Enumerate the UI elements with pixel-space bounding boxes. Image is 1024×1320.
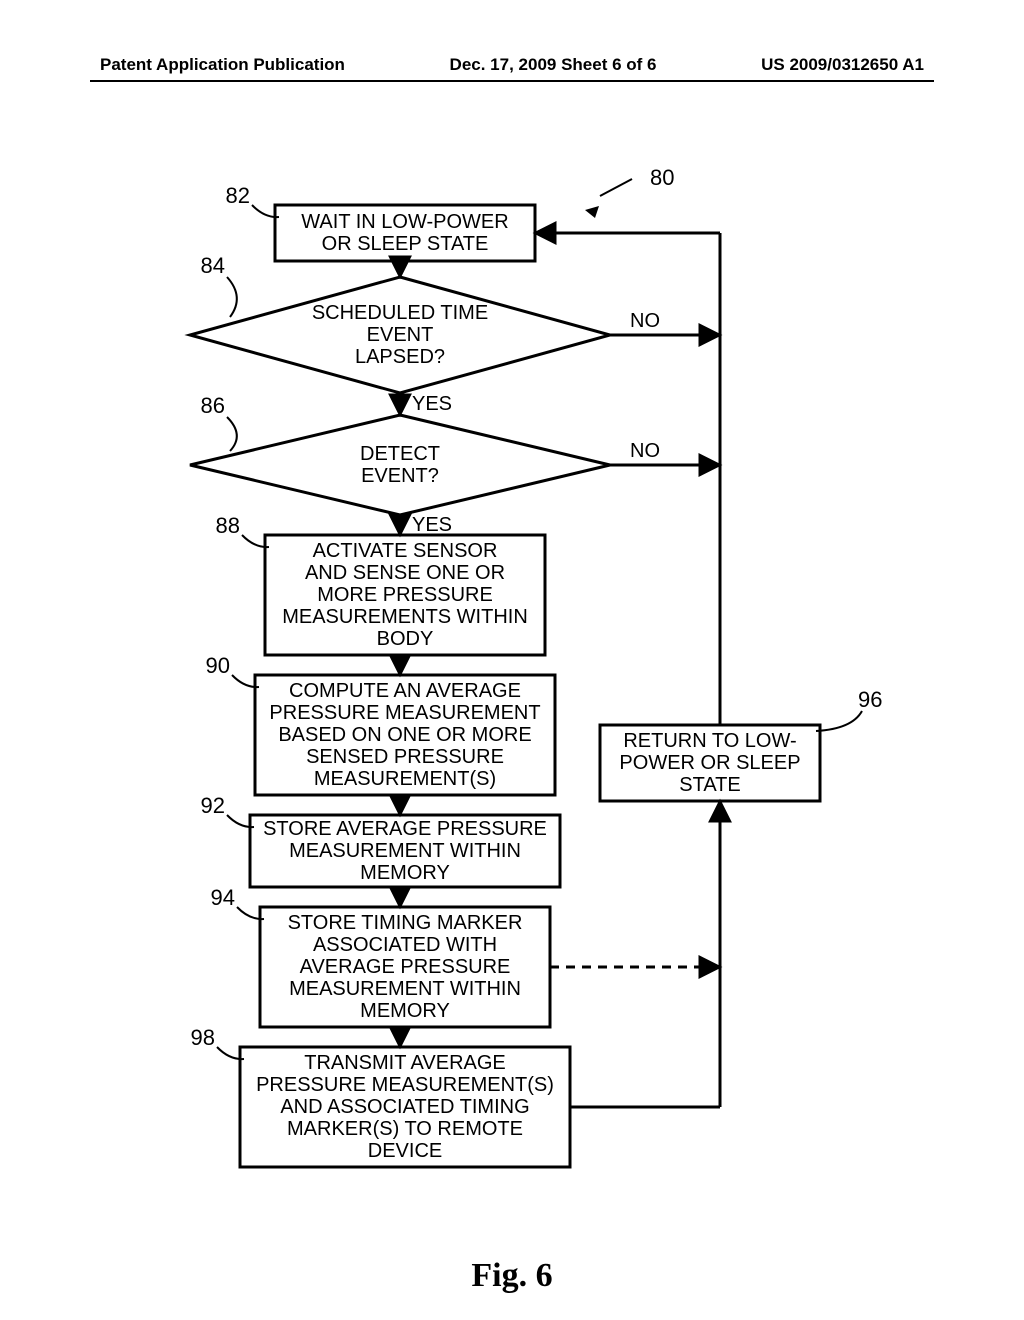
svg-text:MEASUREMENT WITHIN: MEASUREMENT WITHIN: [289, 840, 521, 862]
svg-text:ASSOCIATED WITH: ASSOCIATED WITH: [313, 934, 497, 956]
svg-text:POWER OR SLEEP: POWER OR SLEEP: [619, 752, 800, 774]
svg-text:DEVICE: DEVICE: [368, 1140, 442, 1162]
svg-text:PRESSURE MEASUREMENT: PRESSURE MEASUREMENT: [269, 702, 540, 724]
svg-text:LAPSED?: LAPSED?: [355, 346, 445, 368]
svg-text:MEASUREMENTS WITHIN: MEASUREMENTS WITHIN: [282, 606, 528, 628]
svg-text:STORE TIMING MARKER: STORE TIMING MARKER: [288, 912, 523, 934]
svg-text:SCHEDULED TIME: SCHEDULED TIME: [312, 302, 488, 324]
svg-text:ACTIVATE SENSOR: ACTIVATE SENSOR: [313, 540, 498, 562]
svg-text:EVENT: EVENT: [367, 324, 434, 346]
svg-text:MEMORY: MEMORY: [360, 1000, 450, 1022]
header-rule: [90, 80, 934, 82]
svg-text:MARKER(S) TO REMOTE: MARKER(S) TO REMOTE: [287, 1118, 523, 1140]
ref-80-leader: [600, 179, 632, 196]
svg-text:MEASUREMENT WITHIN: MEASUREMENT WITHIN: [289, 978, 521, 1000]
flowchart: WAIT IN LOW-POWEROR SLEEP STATE SCHEDULED…: [0, 130, 1024, 1280]
header-right: US 2009/0312650 A1: [761, 55, 924, 75]
ref-leader: [227, 417, 237, 451]
page: Patent Application Publication Dec. 17, …: [0, 0, 1024, 1320]
ref-label: 86: [201, 393, 225, 418]
header-mid: Dec. 17, 2009 Sheet 6 of 6: [345, 55, 761, 75]
ref-label: 88: [216, 513, 240, 538]
svg-text:AND SENSE ONE OR: AND SENSE ONE OR: [305, 562, 505, 584]
svg-text:MEASUREMENT(S): MEASUREMENT(S): [314, 768, 496, 790]
svg-text:AVERAGE PRESSURE: AVERAGE PRESSURE: [300, 956, 511, 978]
svg-text:AND ASSOCIATED TIMING: AND ASSOCIATED TIMING: [280, 1096, 529, 1118]
svg-text:WAIT IN LOW-POWER: WAIT IN LOW-POWER: [301, 211, 508, 233]
ref-label: 90: [206, 653, 230, 678]
ref-label: 98: [191, 1025, 215, 1050]
edge-label-yes: YES: [412, 393, 452, 415]
svg-text:DETECT: DETECT: [360, 443, 440, 465]
figure-caption: Fig. 6: [0, 1257, 1024, 1295]
ref-80: 80: [650, 165, 674, 190]
edge-label-no: NO: [630, 440, 660, 462]
ref-label: 92: [201, 793, 225, 818]
svg-text:MEMORY: MEMORY: [360, 862, 450, 884]
ref-leader: [227, 277, 237, 317]
page-header: Patent Application Publication Dec. 17, …: [0, 55, 1024, 75]
svg-text:OR SLEEP STATE: OR SLEEP STATE: [322, 233, 489, 255]
svg-text:STORE AVERAGE PRESSURE: STORE AVERAGE PRESSURE: [263, 818, 547, 840]
svg-text:TRANSMIT AVERAGE: TRANSMIT AVERAGE: [304, 1052, 506, 1074]
svg-text:PRESSURE MEASUREMENT(S): PRESSURE MEASUREMENT(S): [256, 1074, 554, 1096]
svg-text:STATE: STATE: [679, 774, 740, 796]
svg-text:SENSED PRESSURE: SENSED PRESSURE: [306, 746, 504, 768]
ref-label: 94: [211, 885, 235, 910]
svg-text:RETURN TO LOW-: RETURN TO LOW-: [623, 730, 796, 752]
svg-text:EVENT?: EVENT?: [361, 465, 439, 487]
svg-text:MORE PRESSURE: MORE PRESSURE: [317, 584, 493, 606]
ref-label: 82: [226, 183, 250, 208]
header-left: Patent Application Publication: [100, 55, 345, 75]
svg-text:BASED ON ONE OR MORE: BASED ON ONE OR MORE: [278, 724, 531, 746]
ref-leader: [816, 711, 862, 731]
svg-text:COMPUTE AN AVERAGE: COMPUTE AN AVERAGE: [289, 680, 521, 702]
ref-80-arrowhead: [585, 206, 599, 218]
ref-label: 84: [201, 253, 225, 278]
svg-text:BODY: BODY: [377, 628, 434, 650]
ref-label: 96: [858, 687, 882, 712]
edge-label-yes: YES: [412, 514, 452, 536]
edge-label-no: NO: [630, 310, 660, 332]
